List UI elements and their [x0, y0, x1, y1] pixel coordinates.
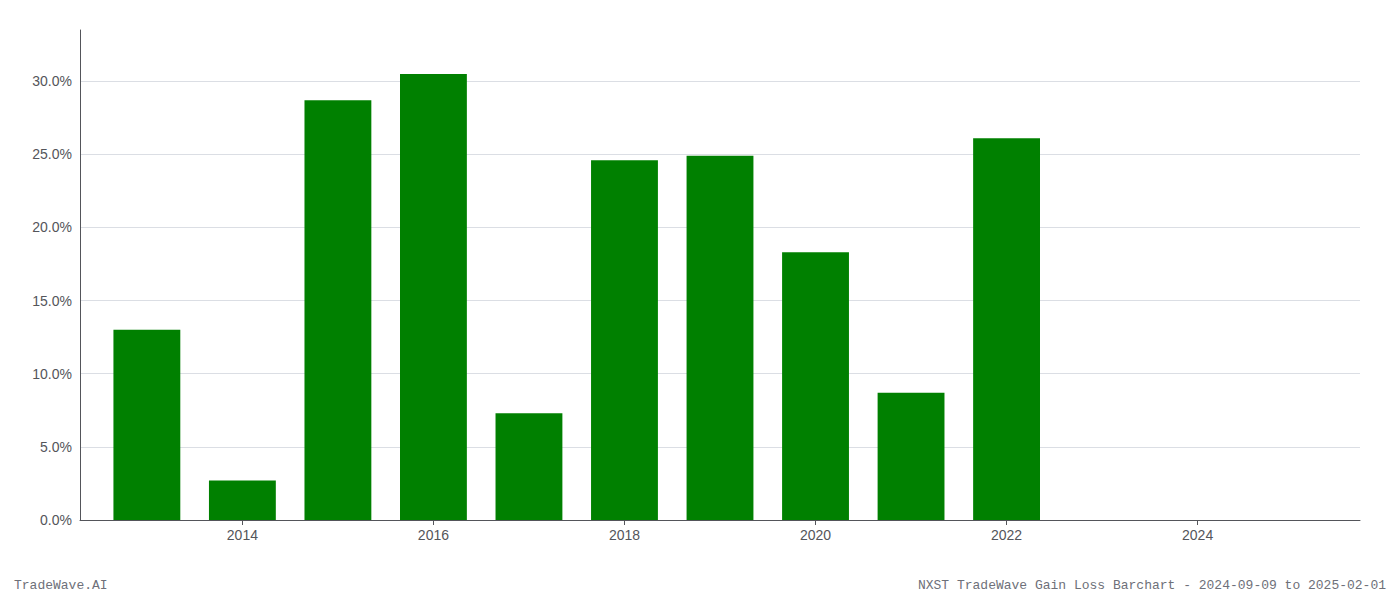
svg-text:TradeWave.AI: TradeWave.AI [14, 578, 108, 593]
svg-text:2016: 2016 [418, 527, 449, 543]
svg-text:25.0%: 25.0% [32, 146, 72, 162]
svg-text:20.0%: 20.0% [32, 219, 72, 235]
svg-text:NXST TradeWave Gain Loss Barch: NXST TradeWave Gain Loss Barchart - 2024… [918, 578, 1386, 593]
svg-text:2020: 2020 [800, 527, 831, 543]
svg-text:2018: 2018 [609, 527, 640, 543]
svg-text:10.0%: 10.0% [32, 366, 72, 382]
svg-text:30.0%: 30.0% [32, 73, 72, 89]
svg-text:0.0%: 0.0% [40, 512, 72, 528]
svg-text:2014: 2014 [227, 527, 258, 543]
svg-text:5.0%: 5.0% [40, 439, 72, 455]
svg-text:2024: 2024 [1182, 527, 1213, 543]
svg-text:15.0%: 15.0% [32, 293, 72, 309]
svg-text:2022: 2022 [991, 527, 1022, 543]
